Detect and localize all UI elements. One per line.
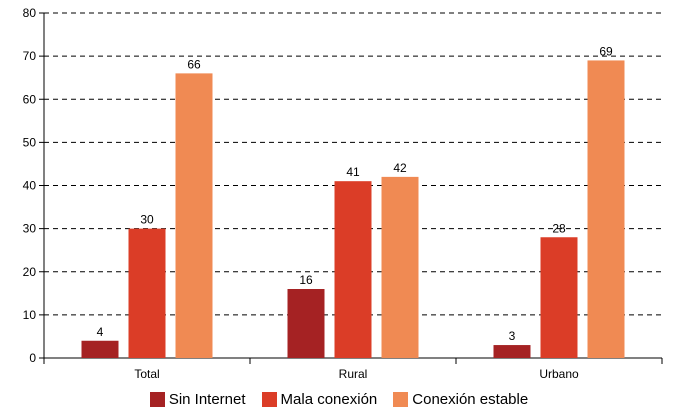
data-label: 3 [509,329,516,343]
data-label: 4 [97,325,104,339]
bar [381,176,419,358]
x-tick-label: Total [134,367,159,381]
legend: Sin Internet Mala conexión Conexión esta… [0,388,678,410]
legend-swatch [393,391,409,407]
data-label: 69 [599,44,613,58]
data-label: 28 [552,221,566,235]
legend-label: Sin Internet [168,390,246,408]
legend-label: Mala conexión [280,390,378,408]
bar [128,228,166,358]
data-labels: 4 30 66 16 41 42 3 28 69 [97,44,613,343]
data-label: 30 [140,213,154,227]
bar [587,60,625,358]
y-tick-label: 50 [23,135,37,149]
data-label: 42 [393,161,407,175]
y-tick-label: 70 [23,49,37,63]
data-label: 41 [346,165,360,179]
data-label: 16 [299,273,313,287]
bar [287,289,325,358]
y-tick-label: 0 [29,351,36,365]
legend-label: Conexión estable [412,390,529,408]
bars [81,60,625,358]
bar [175,73,213,358]
legend-swatch [261,391,277,407]
y-tick-label: 40 [23,179,37,193]
legend-swatch [149,391,165,407]
bar [493,345,531,358]
bar [81,340,119,358]
y-tick-label: 80 [23,6,37,20]
bar [334,181,372,358]
data-label: 66 [187,57,201,71]
bar-chart: 0 10 20 30 40 50 60 70 80 Total Rural Urbano 4 30 66 1… [23,6,663,381]
legend-item-sin-internet: Sin Internet [149,390,246,408]
y-tick-label: 10 [23,308,37,322]
x-tick-label: Urbano [539,367,579,381]
y-tick-label: 60 [23,92,37,106]
bar [540,237,578,358]
x-tick-label: Rural [339,367,368,381]
y-tick-label: 20 [23,265,37,279]
legend-item-conexion-estable: Conexión estable [393,391,528,408]
legend-item-mala-conexion: Mala conexión [261,390,378,408]
y-tick-label: 30 [23,222,37,236]
